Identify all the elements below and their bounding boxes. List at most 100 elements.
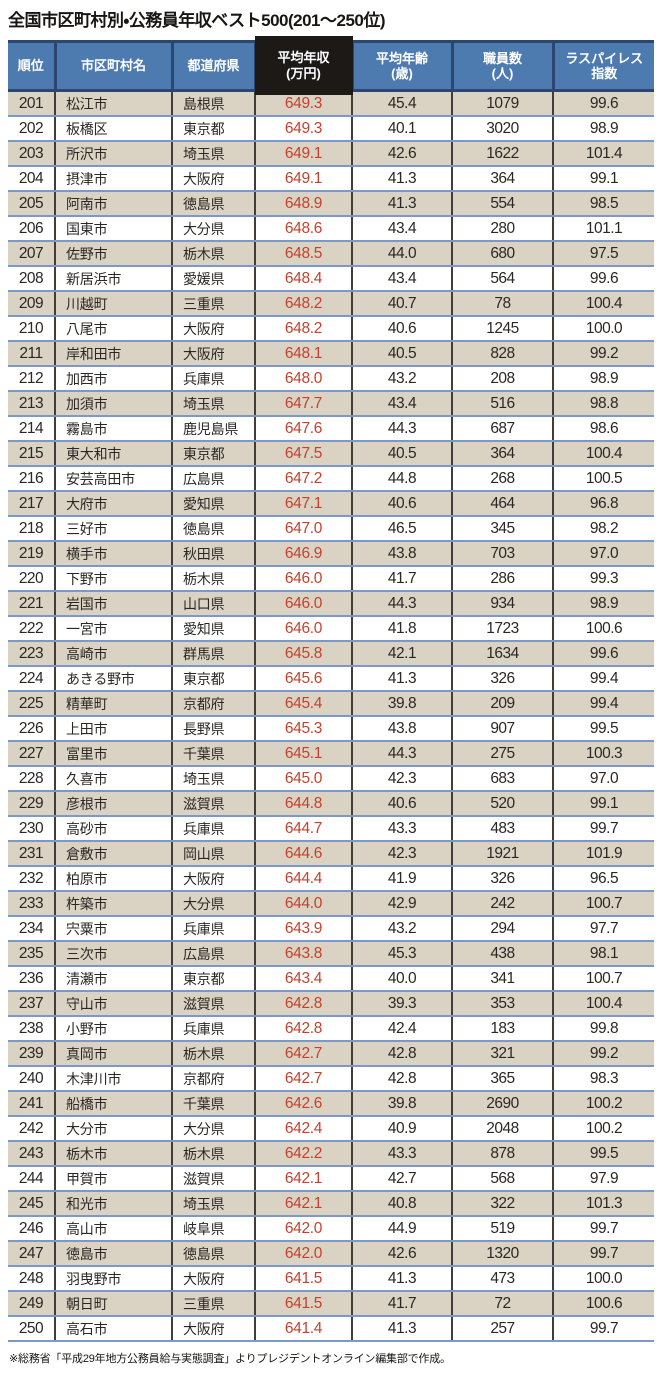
column-header-income: 平均年収 (万円) [253,36,353,95]
income-cell: 646.0 [254,616,352,642]
table-row: 240 木津川市 京都府 642.7 42.8 365 98.3 [8,1066,654,1092]
rank-cell: 248 [8,1266,55,1292]
city-cell: 川越町 [54,291,172,317]
table-row: 227 富里市 千葉県 645.1 44.3 275 100.3 [8,741,654,767]
pref-cell: 愛知県 [171,491,255,517]
staff-cell: 683 [451,766,553,792]
laspeyres-cell: 99.2 [552,1041,654,1067]
income-cell: 647.5 [254,441,352,467]
rank-cell: 234 [8,916,55,942]
laspeyres-cell: 100.0 [552,1266,654,1292]
laspeyres-cell: 100.2 [552,1091,654,1117]
laspeyres-cell: 98.6 [552,416,654,442]
table-row: 238 小野市 兵庫県 642.8 42.4 183 99.8 [8,1016,654,1042]
column-unit: 指数 [591,66,618,81]
laspeyres-cell: 97.0 [552,766,654,792]
table-row: 235 三次市 広島県 643.8 45.3 438 98.1 [8,941,654,967]
table-row: 203 所沢市 埼玉県 649.1 42.6 1622 101.4 [8,141,654,167]
city-cell: 彦根市 [54,791,172,817]
table-row: 250 高石市 大阪府 641.4 41.3 257 99.7 [8,1316,654,1342]
staff-cell: 2690 [451,1091,553,1117]
pref-cell: 大阪府 [171,1316,255,1342]
rank-cell: 220 [8,566,55,592]
laspeyres-cell: 101.9 [552,841,654,867]
source-footnote: ※総務省「平成29年地方公務員給与実態調査」よりプレジデントオンライン編集部で作… [9,1353,451,1365]
rank-cell: 214 [8,416,55,442]
laspeyres-cell: 100.2 [552,1116,654,1142]
income-cell: 648.0 [254,366,352,392]
age-cell: 43.2 [351,916,452,942]
column-label: 市区町村名 [80,58,146,74]
staff-cell: 516 [451,391,553,417]
city-cell: 加西市 [54,366,172,392]
income-cell: 644.7 [254,816,352,842]
age-cell: 43.8 [351,716,452,742]
age-cell: 41.7 [351,566,452,592]
age-cell: 41.8 [351,616,452,642]
laspeyres-cell: 98.5 [552,191,654,217]
table-row: 248 羽曳野市 大阪府 641.5 41.3 473 100.0 [8,1266,654,1292]
city-cell: 東大和市 [54,441,172,467]
pref-cell: 滋賀県 [171,1166,255,1192]
staff-cell: 345 [451,516,553,542]
income-cell: 643.4 [254,966,352,992]
income-cell: 645.0 [254,766,352,792]
city-cell: 加須市 [54,391,172,417]
pref-cell: 千葉県 [171,1091,255,1117]
pref-cell: 広島県 [171,941,255,967]
staff-cell: 554 [451,191,553,217]
laspeyres-cell: 99.6 [552,90,654,117]
table-row: 219 横手市 秋田県 646.9 43.8 703 97.0 [8,541,654,567]
pref-cell: 兵庫県 [171,816,255,842]
staff-cell: 680 [451,241,553,267]
laspeyres-cell: 100.6 [552,616,654,642]
pref-cell: 岐阜県 [171,1216,255,1242]
laspeyres-cell: 99.7 [552,816,654,842]
laspeyres-cell: 98.9 [552,591,654,617]
city-cell: 精華町 [54,691,172,717]
pref-cell: 大阪府 [171,341,255,367]
age-cell: 41.7 [351,1291,452,1317]
income-cell: 645.4 [254,691,352,717]
column-unit: (人) [491,66,514,81]
age-cell: 46.5 [351,516,452,542]
table-row: 202 板橋区 東京都 649.3 40.1 3020 98.9 [8,116,654,142]
column-label: 職員数 [482,50,522,66]
staff-cell: 828 [451,341,553,367]
staff-cell: 878 [451,1141,553,1167]
pref-cell: 三重県 [171,291,255,317]
rank-cell: 201 [8,90,55,117]
staff-cell: 72 [451,1291,553,1317]
rank-cell: 243 [8,1141,55,1167]
income-cell: 644.0 [254,891,352,917]
rank-cell: 212 [8,366,55,392]
staff-cell: 520 [451,791,553,817]
age-cell: 40.6 [351,791,452,817]
rank-cell: 246 [8,1216,55,1242]
income-cell: 647.7 [254,391,352,417]
age-cell: 42.6 [351,141,452,167]
age-cell: 43.4 [351,216,452,242]
income-cell: 641.4 [254,1316,352,1342]
city-cell: 久喜市 [54,766,172,792]
staff-cell: 464 [451,491,553,517]
laspeyres-cell: 98.8 [552,391,654,417]
pref-cell: 埼玉県 [171,1191,255,1217]
age-cell: 40.7 [351,291,452,317]
city-cell: 柏原市 [54,866,172,892]
table-row: 222 一宮市 愛知県 646.0 41.8 1723 100.6 [8,616,654,642]
age-cell: 40.8 [351,1191,452,1217]
staff-cell: 934 [451,591,553,617]
laspeyres-cell: 96.8 [552,491,654,517]
pref-cell: 島根県 [171,90,255,117]
income-cell: 644.6 [254,841,352,867]
table-row: 246 高山市 岐阜県 642.0 44.9 519 99.7 [8,1216,654,1242]
income-cell: 643.8 [254,941,352,967]
income-cell: 642.7 [254,1041,352,1067]
income-cell: 642.8 [254,991,352,1017]
laspeyres-cell: 99.4 [552,691,654,717]
laspeyres-cell: 99.7 [552,1241,654,1267]
age-cell: 42.1 [351,641,452,667]
city-cell: 上田市 [54,716,172,742]
table-row: 206 国東市 大分県 648.6 43.4 280 101.1 [8,216,654,242]
